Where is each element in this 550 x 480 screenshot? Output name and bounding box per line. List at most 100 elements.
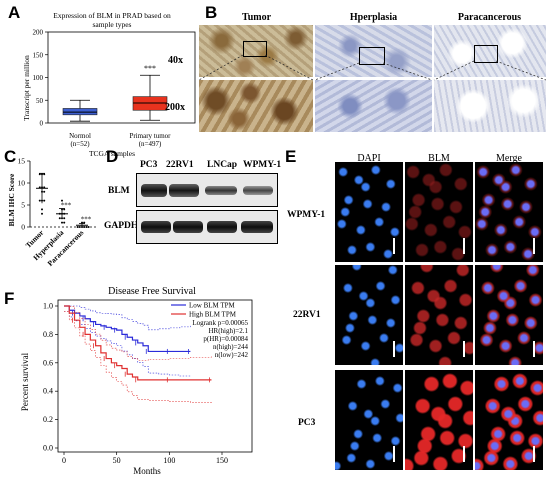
- if-column-merge: Merge: [496, 153, 522, 164]
- blot-band: [173, 221, 203, 233]
- chart-title: Disease Free Survival: [108, 286, 196, 297]
- if-image-pc3-dapi: [335, 370, 403, 470]
- scale-bar: [533, 446, 535, 462]
- blot-band: [205, 186, 237, 195]
- x-axis-label: Months: [133, 466, 161, 476]
- panel-letter-f: F: [4, 289, 15, 308]
- x-tick-label: 0: [62, 456, 66, 465]
- y-tick-label: 0.2: [43, 415, 53, 424]
- scale-bar: [533, 341, 535, 357]
- blot-band: [169, 184, 199, 197]
- group-n-tumor: (n=497): [139, 140, 162, 148]
- zoom-box: [359, 47, 385, 65]
- y-axis-label: Percent survival: [20, 352, 30, 411]
- confidence-band-lower: [64, 311, 191, 377]
- if-image-22rv1-dapi: [335, 265, 403, 365]
- scale-bar: [393, 446, 395, 462]
- scale-bar: [393, 341, 395, 357]
- scale-bar: [463, 238, 465, 254]
- y-tick-label: 100: [33, 74, 44, 82]
- western-blot-gapdh: [136, 210, 278, 244]
- y-tick-label: 15: [18, 157, 26, 166]
- confidence-band-lower: [64, 311, 212, 404]
- panel-letter-e: E: [285, 147, 297, 166]
- blot-band: [207, 221, 237, 233]
- if-image-pc3-merge: [475, 370, 543, 470]
- if-row-pc3: PC3: [298, 418, 316, 428]
- blot-band: [241, 221, 273, 233]
- zoom-box: [474, 45, 498, 63]
- significance-mark: ***: [61, 202, 72, 210]
- western-blot-blm: [136, 173, 278, 207]
- y-tick-label: 150: [33, 51, 44, 59]
- data-point: [78, 226, 81, 228]
- data-point: [43, 190, 46, 193]
- data-point: [85, 226, 88, 228]
- ihc-row-40x: 40x: [168, 55, 183, 66]
- survival-curve: [64, 305, 191, 353]
- data-point: [58, 217, 61, 220]
- if-image-wpmy1-blm: [405, 162, 473, 262]
- y-tick-label: 10: [18, 179, 26, 188]
- blot-label-gapdh: GAPDH: [104, 221, 139, 231]
- x-axis-label: TCGA samples: [89, 149, 135, 158]
- stat-n-high: n(high)=244: [213, 343, 249, 351]
- x-tick-label: 50: [113, 456, 121, 465]
- data-point: [41, 212, 43, 215]
- lane-label-lncap: LNCap: [207, 160, 238, 170]
- panel-letter-b: B: [205, 3, 218, 22]
- stat-n-low: n(low)=242: [215, 351, 249, 359]
- lane-label-wpmy1: WPMY-1: [243, 160, 282, 170]
- data-point: [83, 226, 86, 228]
- group-n-normal: (n=52): [70, 140, 90, 148]
- ihc-image-tumor-200x: [199, 80, 313, 132]
- ihc-image-hyperplasia-40x: [315, 25, 432, 77]
- chart-title-line2: sample types: [93, 20, 132, 29]
- plot-frame: [57, 299, 253, 453]
- survival-chart: Disease Free Survival Percent survival M…: [20, 286, 253, 476]
- panel-letter-c: C: [4, 147, 17, 166]
- ihc-row-200x: 200x: [165, 102, 185, 113]
- y-tick-label: 1.0: [43, 302, 53, 311]
- ihc-image-tumor-40x: [199, 25, 313, 77]
- if-image-wpmy1-dapi: [335, 162, 403, 262]
- ihc-image-paracancerous-200x: [434, 80, 546, 132]
- y-axis-label: BLM IHC Score: [7, 173, 16, 226]
- significance-mark: ***: [81, 215, 92, 223]
- y-tick-label: 0.4: [43, 387, 53, 396]
- legend-label-high: High BLM TPM: [189, 311, 237, 319]
- if-row-22rv1: 22RV1: [293, 310, 321, 320]
- if-column-blm: BLM: [428, 153, 450, 164]
- data-point: [61, 199, 63, 202]
- chart-title-line1: Expression of BLM in PRAD based on: [53, 11, 171, 20]
- group-label-normal: Normol: [69, 132, 91, 140]
- stat-p-hr: p(HR)=0.00084: [203, 335, 248, 343]
- data-point: [41, 208, 43, 211]
- blot-band: [243, 186, 273, 195]
- blot-band: [141, 221, 171, 233]
- y-tick-label: 0.8: [43, 330, 53, 339]
- y-tick-label: 50: [36, 97, 44, 105]
- y-tick-label: 5: [21, 201, 25, 210]
- if-image-pc3-blm: [405, 370, 473, 470]
- ihc-column-tumor: Tumor: [241, 12, 272, 23]
- data-point: [63, 221, 66, 224]
- y-tick-label: 0.6: [43, 358, 53, 367]
- lane-label-pc3: PC3: [140, 160, 158, 170]
- y-tick-label: 0.0: [43, 444, 53, 453]
- survival-curve: [64, 305, 212, 381]
- lane-label-22rv1: 22RV1: [166, 160, 194, 170]
- ihc-image-paracancerous-40x: [434, 25, 546, 77]
- x-tick-label: 150: [216, 456, 228, 465]
- blot-label-blm: BLM: [108, 186, 130, 196]
- ihc-image-hyperplasia-200x: [315, 80, 432, 132]
- y-tick-label: 200: [33, 29, 44, 37]
- panel-letter-d: D: [106, 147, 119, 166]
- ihc-column-paracancerous: Paracancerous: [457, 12, 522, 23]
- legend-label-low: Low BLM TPM: [189, 302, 236, 310]
- confidence-band-upper: [64, 305, 212, 361]
- stat-hr: HR(high)=2.1: [208, 327, 248, 335]
- if-row-wpmy1: WPMY-1: [287, 210, 326, 220]
- data-point: [43, 199, 46, 202]
- significance-mark: ***: [144, 64, 156, 73]
